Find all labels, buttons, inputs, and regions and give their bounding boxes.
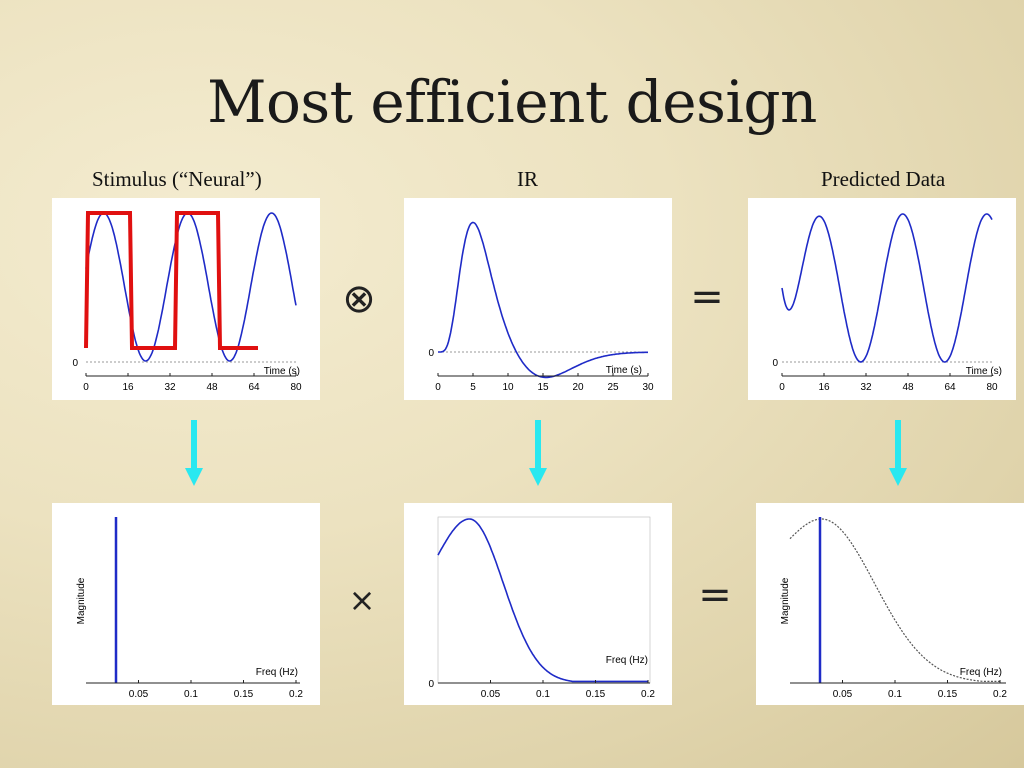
x-axis-label: Freq (Hz): [960, 667, 1002, 678]
ir-spectrum-envelope: [789, 518, 1000, 682]
x-tick-label: 0.05: [129, 689, 149, 700]
x-tick-label: 0.1: [184, 689, 198, 700]
x-tick-label: 30: [642, 382, 654, 393]
ir-freq-plot: 0 Freq (Hz) 0.05 0.1 0.15 0.2: [404, 503, 672, 705]
x-tick-label: 32: [860, 382, 872, 393]
convolution-operator: ⊗: [342, 276, 376, 322]
ir-time-plot: 0 Time (s) 0 5 10 15 20 25 30: [404, 198, 672, 400]
y-axis-label: Magnitude: [76, 577, 87, 624]
predicted-signal-curve: [781, 213, 993, 363]
y-tick-0: 0: [428, 679, 434, 690]
x-tick-label: 0: [435, 382, 441, 393]
x-tick-label: 64: [248, 382, 260, 393]
x-tick-label: 0.2: [993, 689, 1007, 700]
y-tick-0: 0: [772, 358, 778, 369]
x-tick-label: 0.2: [641, 689, 655, 700]
stimulus-freq-svg: Freq (Hz) Magnitude 0.05 0.1 0.15 0.2: [76, 517, 303, 700]
stimulus-label: Stimulus (“Neural”): [92, 167, 262, 191]
x-tick-label: 0: [83, 382, 89, 393]
predicted-time-plot: 0 Time (s) 0 16 32 48 64 80: [748, 198, 1016, 400]
x-axis-label: Time (s): [606, 365, 642, 376]
x-tick-label: 48: [206, 382, 218, 393]
x-tick-label: 16: [818, 382, 830, 393]
y-tick-0: 0: [72, 358, 78, 369]
predicted-freq-plot: Freq (Hz) Magnitude 0.05 0.1 0.15 0.2: [756, 503, 1024, 705]
x-tick-label: 15: [537, 382, 549, 393]
x-tick-label: 0.1: [536, 689, 550, 700]
x-axis-label: Freq (Hz): [256, 667, 298, 678]
x-tick-label: 80: [986, 382, 998, 393]
x-tick-label: 10: [502, 382, 514, 393]
stimulus-square-wave: [84, 211, 258, 350]
x-tick-label: 0.1: [888, 689, 902, 700]
x-tick-label: 80: [290, 382, 302, 393]
x-tick-label: 64: [944, 382, 956, 393]
down-arrow-icon: [185, 420, 203, 486]
x-axis-label: Freq (Hz): [606, 655, 648, 666]
impulse-response-curve: [438, 221, 648, 379]
ir-freq-svg: 0 Freq (Hz) 0.05 0.1 0.15 0.2: [428, 516, 655, 700]
predicted-freq-svg: Freq (Hz) Magnitude 0.05 0.1 0.15 0.2: [780, 517, 1007, 700]
ir-spectrum-curve: [437, 518, 648, 683]
ir-time-svg: 0 Time (s) 0 5 10 15 20 25 30: [428, 221, 654, 393]
slide-title: Most efficient design: [207, 68, 817, 136]
x-tick-label: 32: [164, 382, 176, 393]
x-tick-label: 20: [572, 382, 584, 393]
predicted-time-svg: 0 Time (s) 0 16 32 48 64 80: [772, 213, 1002, 393]
x-axis-label: Time (s): [966, 366, 1002, 377]
x-tick-label: 5: [470, 382, 476, 393]
equals-operator-top: =: [690, 274, 724, 320]
x-tick-label: 16: [122, 382, 134, 393]
y-axis-label: Magnitude: [780, 577, 791, 624]
x-tick-label: 0.15: [586, 689, 606, 700]
x-tick-label: 48: [902, 382, 914, 393]
x-tick-label: 0: [779, 382, 785, 393]
x-tick-label: 0.15: [234, 689, 254, 700]
stimulus-time-plot: 0 Time (s) 0 16 32 48 64 80: [52, 198, 320, 400]
predicted-label: Predicted Data: [821, 167, 946, 191]
stimulus-freq-plot: Freq (Hz) Magnitude 0.05 0.1 0.15 0.2: [52, 503, 320, 705]
ir-label: IR: [517, 167, 538, 191]
x-tick-label: 0.05: [833, 689, 853, 700]
multiply-operator: ×: [348, 581, 376, 619]
x-tick-label: 0.05: [481, 689, 501, 700]
x-axis-label: Time (s): [264, 366, 300, 377]
stimulus-time-svg: 0 Time (s) 0 16 32 48 64 80: [72, 211, 302, 393]
down-arrow-icon: [889, 420, 907, 486]
x-tick-label: 0.15: [938, 689, 958, 700]
down-arrow-icon: [529, 420, 547, 486]
x-tick-label: 0.2: [289, 689, 303, 700]
stimulus-sine-wave: [85, 212, 297, 362]
x-tick-label: 25: [607, 382, 619, 393]
y-tick-0: 0: [428, 348, 434, 359]
equals-operator-bottom: =: [698, 572, 732, 618]
